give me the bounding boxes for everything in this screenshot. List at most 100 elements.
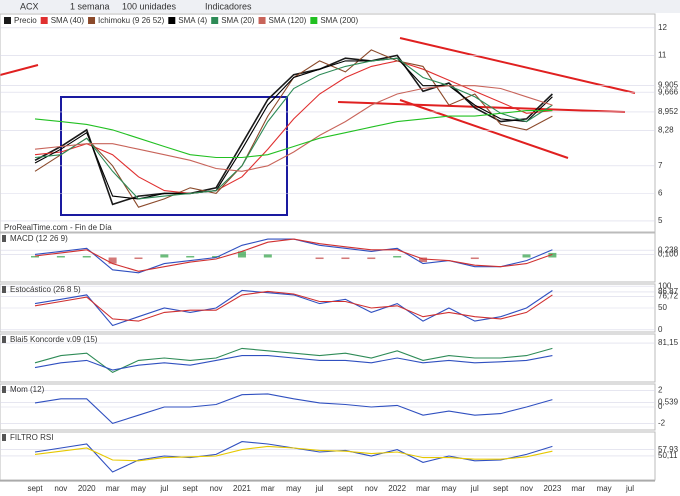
panel-title-bg [2,286,6,293]
panel-title: FILTRO RSI [10,433,53,442]
series-line [34,290,553,322]
legend-label: Precio [14,16,37,25]
y-tick-label: 0,539 [658,398,679,407]
series-line [34,57,553,200]
y-tick-label: 57,93 [658,445,679,454]
y-tick-label: 100 [658,281,672,290]
period[interactable]: 1 semana [70,1,110,11]
x-tick-label: jul [625,484,634,493]
y-tick-label: 76,72 [658,291,679,300]
x-tick-label: may [597,484,612,493]
x-tick-label: sept [338,484,354,493]
y-tick-label: 6 [658,188,663,197]
legend-swatch [4,17,11,24]
x-tick-label: may [131,484,146,493]
x-tick-label: may [441,484,456,493]
histogram-bar [108,257,117,264]
histogram-bar [315,257,324,260]
channel-line [399,99,569,159]
symbol[interactable]: ACX [20,1,39,11]
y-tick-label: 50 [658,303,667,312]
x-tick-label: sept [183,484,199,493]
toolbar [0,0,680,13]
legend-swatch [88,17,96,24]
x-tick-label: jul [315,484,324,493]
panel-frame [0,333,656,383]
y-tick-label: 0,100 [658,250,679,259]
indicators[interactable]: Indicadores [205,1,252,11]
x-tick-label: jul [159,484,168,493]
histogram-bar [160,254,169,258]
series-line [34,54,553,206]
panel-title: Mom (12) [10,385,45,394]
y-tick-label: 7 [658,161,663,170]
histogram-bar [263,254,272,258]
x-tick-label: 2023 [543,484,561,493]
y-tick-label: 12 [658,23,667,32]
x-tick-label: 2020 [78,484,96,493]
panel-title-bg [2,386,6,393]
histogram-bar [522,254,531,258]
y-tick-label: 0,238 [658,245,679,254]
legend-swatch [310,17,318,24]
x-tick-label: mar [416,484,430,493]
histogram-bar [31,255,39,258]
series-line [34,445,553,462]
y-tick-label: 9,905 [658,81,679,90]
panel-title-bg [2,434,6,441]
y-tick-label: 86,87 [658,287,679,296]
histogram-bar [548,252,557,258]
panel-title: Estocástico (26 8 5) [10,285,81,294]
x-tick-label: mar [106,484,120,493]
x-tick-label: sept [27,484,43,493]
histogram-bar [393,255,402,258]
legend-label: SMA (120) [269,16,307,25]
legend-swatch [258,17,266,24]
legend-swatch [40,17,48,24]
x-tick-label: nov [54,484,67,493]
panel-title: MACD (12 26 9) [10,234,68,243]
y-tick-label: 2 [658,386,663,395]
channel-line [337,101,626,113]
y-tick-label: 9,666 [658,87,679,96]
trend-line [0,64,39,76]
x-tick-label: 2021 [233,484,251,493]
x-tick-label: nov [365,484,378,493]
units[interactable]: 100 unidades [122,1,177,11]
series-line [34,355,553,371]
histogram-bar [82,255,91,258]
legend-label: SMA (200) [320,16,358,25]
panel-title-bg [2,336,6,343]
legend-label: SMA (20) [221,16,255,25]
series-line [34,393,553,425]
x-tick-label: nov [210,484,223,493]
y-tick-label: 50,11 [658,451,678,460]
y-tick-label: 8,28 [658,126,674,135]
histogram-bar [470,257,479,260]
x-tick-label: 2022 [388,484,406,493]
x-tick-label: mar [261,484,275,493]
legend-swatch [211,17,219,24]
legend-swatch [168,17,176,24]
y-tick-label: 8,952 [658,107,679,116]
series-line [34,289,553,327]
legend-label: SMA (40) [51,16,85,25]
x-tick-label: may [286,484,301,493]
x-tick-label: mar [571,484,585,493]
histogram-bar [341,257,350,260]
channel-line [399,37,636,94]
legend-label: SMA (4) [178,16,207,25]
y-tick-label: 11 [658,51,667,60]
y-tick-label: 0 [658,325,663,334]
histogram-bar [367,257,376,260]
y-tick-label: 81,15 [658,338,679,347]
y-tick-label: -2 [658,419,666,428]
histogram-bar [419,257,428,263]
histogram-bar [56,255,65,258]
series-line [34,238,553,272]
series-line [34,60,553,194]
histogram-bar [186,255,195,258]
series-line [34,57,553,200]
panel-title: Blai5 Koncorde v.09 (15) [10,335,98,344]
